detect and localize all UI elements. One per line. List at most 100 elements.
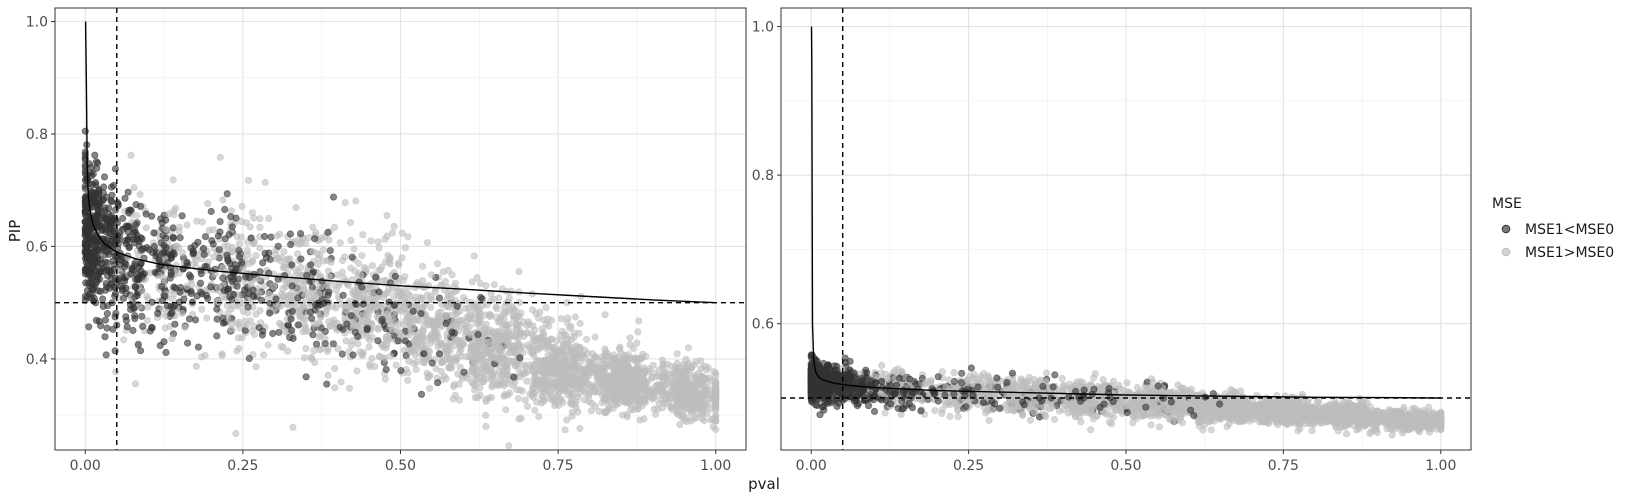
- data-point: [301, 290, 309, 299]
- data-point: [551, 396, 559, 404]
- data-point: [246, 223, 254, 231]
- data-point: [700, 416, 708, 425]
- data-point: [540, 374, 549, 383]
- data-point: [216, 218, 224, 226]
- data-point: [691, 374, 700, 382]
- data-point: [250, 292, 258, 300]
- panel-left-y-ticks: 0.40.60.81.0: [26, 14, 55, 368]
- data-point: [91, 200, 100, 208]
- data-point: [401, 304, 409, 312]
- data-point: [427, 334, 436, 342]
- data-point: [561, 426, 569, 434]
- data-point: [169, 176, 177, 184]
- data-point: [376, 352, 384, 360]
- data-point: [296, 313, 304, 321]
- data-point: [405, 357, 413, 365]
- data-point: [187, 289, 195, 297]
- data-point: [345, 384, 354, 392]
- data-point: [445, 354, 454, 362]
- data-point: [96, 287, 105, 295]
- data-point: [89, 273, 97, 281]
- data-point: [476, 293, 485, 302]
- data-point: [232, 214, 240, 222]
- data-point: [523, 402, 532, 410]
- data-point: [196, 279, 205, 287]
- data-point: [524, 328, 532, 337]
- y-tick-label: 0.6: [26, 239, 48, 255]
- data-point: [568, 371, 576, 380]
- data-point: [626, 334, 634, 342]
- data-point: [611, 393, 619, 402]
- data-point: [368, 261, 376, 270]
- data-point: [252, 310, 260, 318]
- data-point: [492, 303, 500, 311]
- data-point: [202, 291, 211, 300]
- data-point: [470, 252, 478, 260]
- data-point: [326, 247, 334, 255]
- data-point: [588, 350, 597, 358]
- data-point: [641, 367, 649, 375]
- data-point: [107, 212, 116, 220]
- data-point: [311, 358, 319, 366]
- data-point: [488, 383, 496, 391]
- data-point: [339, 291, 347, 299]
- data-point: [1207, 426, 1215, 434]
- x-tick-label: 0.75: [543, 458, 574, 474]
- data-point: [180, 295, 188, 303]
- data-point: [247, 234, 255, 242]
- data-point: [516, 345, 524, 353]
- data-point: [474, 330, 482, 339]
- data-point: [275, 328, 283, 336]
- data-point: [358, 350, 366, 358]
- data-point: [378, 315, 386, 324]
- data-point: [554, 377, 562, 385]
- data-point: [421, 355, 429, 364]
- data-point: [244, 303, 252, 311]
- data-point: [531, 406, 539, 414]
- data-point: [189, 250, 197, 258]
- data-point: [200, 250, 208, 259]
- data-point: [324, 228, 332, 237]
- data-point: [371, 292, 379, 301]
- data-point: [521, 361, 529, 369]
- data-point: [140, 269, 148, 278]
- data-point: [317, 234, 326, 242]
- data-point: [634, 328, 642, 336]
- data-point: [591, 388, 599, 396]
- data-point: [330, 316, 338, 324]
- data-point: [289, 334, 297, 343]
- data-point: [358, 283, 366, 291]
- data-point: [111, 289, 120, 298]
- data-point: [85, 220, 93, 228]
- data-point: [137, 347, 145, 355]
- data-point: [98, 225, 106, 233]
- data-point: [454, 370, 462, 378]
- data-point: [136, 190, 144, 198]
- data-point: [83, 287, 92, 295]
- data-point: [284, 255, 292, 263]
- data-point: [245, 176, 253, 184]
- data-point: [453, 302, 461, 310]
- data-point: [383, 232, 391, 240]
- data-point: [302, 344, 310, 353]
- data-point: [533, 398, 541, 406]
- data-point: [625, 398, 633, 406]
- data-point: [374, 324, 382, 332]
- data-point: [435, 350, 444, 358]
- data-point: [219, 274, 227, 282]
- data-point: [486, 347, 494, 356]
- data-point: [634, 364, 642, 372]
- data-point: [560, 359, 568, 367]
- data-point: [1072, 413, 1080, 421]
- data-point: [261, 249, 269, 257]
- data-point: [223, 190, 231, 198]
- data-point: [530, 351, 538, 359]
- data-point: [703, 410, 711, 418]
- data-point: [386, 352, 395, 360]
- data-point: [712, 404, 720, 413]
- data-point: [101, 207, 109, 215]
- data-point: [265, 214, 273, 223]
- data-point: [610, 351, 618, 359]
- data-point: [162, 234, 170, 242]
- data-point: [119, 214, 127, 222]
